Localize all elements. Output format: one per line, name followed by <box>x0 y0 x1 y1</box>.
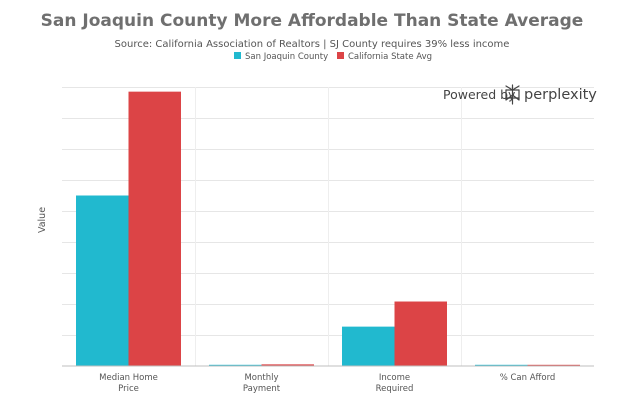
x-tick-label: % Can Afford <box>500 373 556 383</box>
legend: San Joaquin County California State Avg <box>234 52 432 62</box>
bar-california-state-avg-2[interactable] <box>394 301 448 366</box>
bar-california-state-avg-0[interactable] <box>128 91 182 367</box>
perplexity-watermark: Powered by perplexity <box>443 84 597 105</box>
legend-label-california: California State Avg <box>348 52 432 62</box>
legend-label-san-joaquin: San Joaquin County <box>245 52 328 62</box>
legend-item-california[interactable]: California State Avg <box>337 52 432 62</box>
x-tick-label: Income Required <box>376 373 414 394</box>
legend-item-san-joaquin[interactable]: San Joaquin County <box>234 52 328 62</box>
watermark-brand: perplexity <box>524 87 597 103</box>
bar-california-state-avg-3[interactable] <box>527 364 581 366</box>
bars <box>76 91 581 367</box>
bar-san-joaquin-county-3[interactable] <box>475 364 528 366</box>
watermark-prefix: Powered by <box>443 87 516 102</box>
bar-san-joaquin-county-2[interactable] <box>342 326 395 366</box>
bar-san-joaquin-county-1[interactable] <box>209 364 262 366</box>
bar-california-state-avg-1[interactable] <box>261 364 315 366</box>
x-tick-label: Median Home Price <box>99 373 158 394</box>
bar-san-joaquin-county-0[interactable] <box>76 195 129 367</box>
y-axis-title: Value <box>37 207 48 233</box>
legend-swatch-california <box>337 52 344 59</box>
x-axis-separators <box>195 87 462 366</box>
legend-swatch-san-joaquin <box>234 52 241 59</box>
chart-title: San Joaquin County More Affordable Than … <box>41 11 584 31</box>
perplexity-logo-icon <box>505 84 520 105</box>
chart-subtitle: Source: California Association of Realto… <box>115 39 510 50</box>
x-tick-label: Monthly Payment <box>243 373 281 394</box>
x-tick-labels: Median Home Price Monthly Payment Income Requ… <box>99 373 555 394</box>
